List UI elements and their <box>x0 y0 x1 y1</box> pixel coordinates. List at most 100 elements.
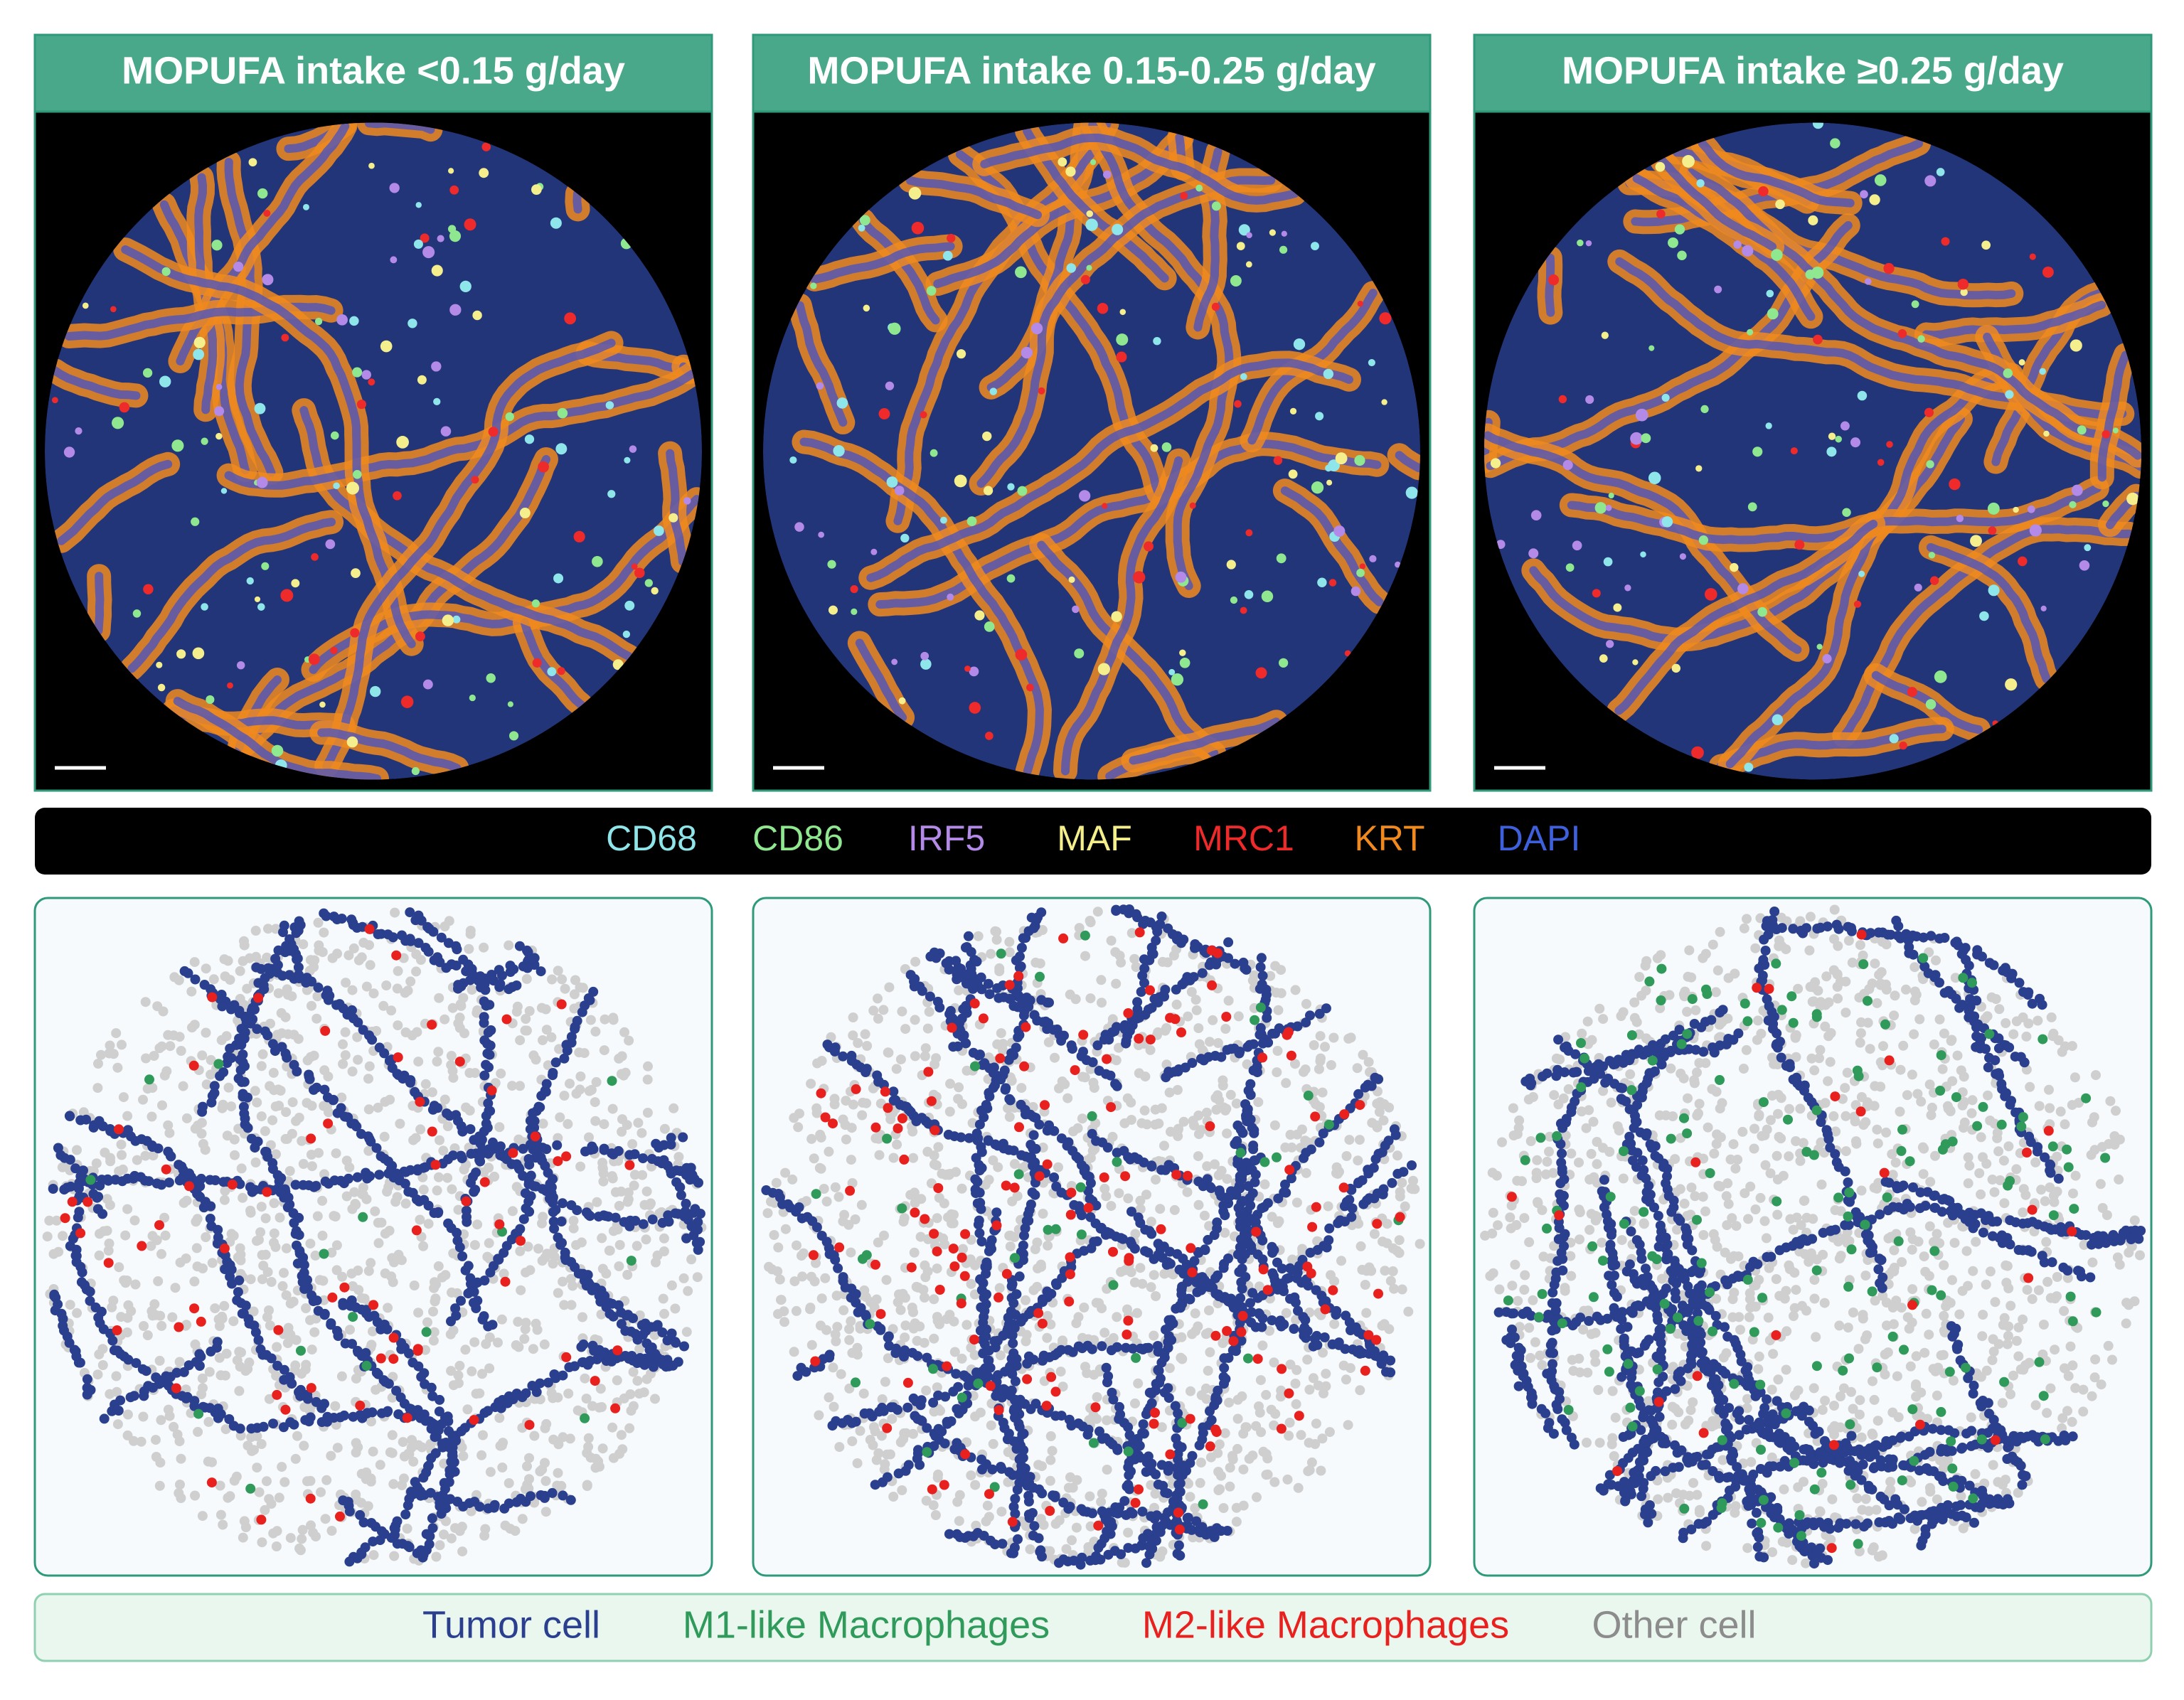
cell-dot <box>469 1240 480 1251</box>
speckle <box>1080 274 1090 284</box>
cell-dot <box>474 1135 485 1145</box>
cell-dot <box>1186 1386 1195 1396</box>
cell-dot <box>283 1029 293 1039</box>
speckle <box>1021 346 1033 359</box>
cell-dot <box>99 1413 110 1424</box>
speckle <box>400 695 414 708</box>
cell-dot <box>361 981 372 992</box>
cell-dot <box>1155 1527 1166 1537</box>
cell-dot <box>617 1114 627 1125</box>
speckle <box>1085 218 1098 231</box>
speckle <box>939 516 947 524</box>
cell-dot <box>385 1094 395 1105</box>
cell-dot <box>161 1164 171 1175</box>
speckle <box>351 568 361 578</box>
cell-dot <box>232 1295 243 1305</box>
cell-dot <box>1276 965 1287 975</box>
speckle <box>532 658 542 668</box>
cell-dot <box>1126 1115 1136 1125</box>
epithelium-core <box>127 518 336 673</box>
cell-dot <box>844 1324 854 1335</box>
speckle <box>505 412 514 422</box>
cell-dot <box>650 1394 660 1404</box>
cell-dot <box>439 1529 449 1540</box>
cell-dot <box>623 1194 634 1204</box>
cell-dot <box>1193 1129 1204 1140</box>
cell-dot <box>405 976 416 987</box>
cell-dot <box>989 1062 999 1073</box>
cell-dot <box>400 1198 411 1209</box>
cell-dot <box>1149 1270 1159 1281</box>
cell-dot <box>1248 1144 1259 1155</box>
cell-dot <box>1219 1362 1230 1373</box>
cell-dot <box>1251 1421 1262 1431</box>
cell-dot <box>393 1409 404 1420</box>
cell-dot <box>343 950 354 961</box>
cell-dot <box>1252 1492 1262 1502</box>
cell-dot <box>1314 1137 1325 1148</box>
cell-dot <box>67 1197 78 1207</box>
cell-dot <box>860 1029 870 1039</box>
cell-dot <box>161 1371 171 1381</box>
cell-dot <box>651 1257 661 1268</box>
cell-dot <box>204 1367 215 1377</box>
cell-dot <box>179 966 190 976</box>
speckle <box>407 319 417 328</box>
cell-dot <box>260 1249 271 1260</box>
cell-dot <box>479 1276 490 1285</box>
cell-dot <box>496 1314 507 1325</box>
cell-dot <box>1287 1142 1297 1153</box>
cell-dot <box>565 1273 576 1284</box>
cell-dot <box>348 943 359 953</box>
cell-dot <box>834 1442 845 1453</box>
cell-dot <box>597 1443 608 1454</box>
cell-dot <box>1316 1053 1326 1064</box>
cell-dot <box>590 1376 600 1386</box>
epithelium-core <box>121 245 416 648</box>
cell-dot <box>429 1327 440 1337</box>
cell-dot <box>575 1161 586 1172</box>
cell-dot <box>693 1244 703 1255</box>
cell-dot <box>294 973 304 983</box>
speckle <box>1310 242 1319 251</box>
cell-dot <box>553 1288 563 1298</box>
cell-dot <box>201 1232 211 1242</box>
cell-dot <box>565 1495 576 1505</box>
speckle <box>281 333 289 342</box>
speckle <box>1273 456 1283 465</box>
cell-dot <box>434 993 444 1003</box>
cell-dot <box>205 1214 215 1224</box>
cell-dot <box>1305 1010 1315 1021</box>
cell-dot <box>373 1238 384 1249</box>
speckle <box>851 608 858 615</box>
speckle <box>336 314 348 326</box>
cell-dot <box>878 1005 889 1015</box>
speckle <box>449 230 462 242</box>
speckle <box>1236 242 1245 250</box>
cell-dot <box>830 1182 841 1192</box>
cell-dot <box>378 1000 389 1011</box>
speckle <box>911 221 925 235</box>
cell-dot <box>986 948 996 959</box>
speckle <box>248 158 257 167</box>
cell-dot <box>846 1155 856 1165</box>
speckle <box>257 188 268 199</box>
cell-dot <box>868 1440 878 1450</box>
cell-dot <box>1162 957 1173 968</box>
cell-dot <box>565 1079 575 1089</box>
cell-dot <box>1346 1032 1356 1043</box>
cell-dot <box>1153 1364 1163 1375</box>
speckle <box>1068 576 1075 583</box>
cell-dot <box>546 1032 557 1042</box>
cell-dot <box>263 924 273 934</box>
speckle <box>411 766 420 776</box>
cell-dot <box>413 1057 424 1067</box>
cell-dot <box>541 1079 552 1089</box>
cell-dot <box>220 971 230 982</box>
cell-dot <box>521 973 532 984</box>
cell-dot <box>1302 1354 1313 1365</box>
cell-dot <box>794 1202 804 1212</box>
speckle <box>1211 201 1221 211</box>
cell-dot <box>812 1058 823 1069</box>
cell-dot <box>953 1094 964 1104</box>
